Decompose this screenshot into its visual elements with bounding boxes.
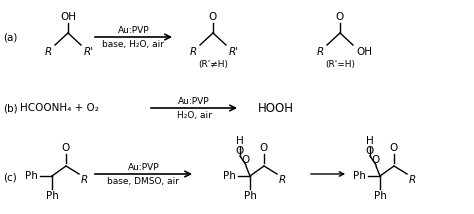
Text: Ph: Ph	[374, 191, 386, 201]
Text: base, DMSO, air: base, DMSO, air	[108, 177, 180, 186]
Text: O: O	[242, 155, 250, 165]
Text: O: O	[236, 146, 244, 156]
Text: R: R	[45, 47, 52, 57]
Text: R: R	[81, 175, 88, 185]
Text: O: O	[260, 143, 268, 153]
Text: O: O	[62, 143, 70, 153]
Text: Ph: Ph	[223, 171, 236, 181]
Text: O: O	[390, 143, 398, 153]
Text: R: R	[190, 47, 197, 57]
Text: (b): (b)	[3, 103, 18, 113]
Text: Au:PVP: Au:PVP	[128, 163, 159, 172]
Text: R': R'	[84, 47, 94, 57]
Text: H: H	[236, 136, 244, 146]
Text: (a): (a)	[3, 32, 18, 42]
Text: HOOH: HOOH	[258, 101, 294, 114]
Text: Ph: Ph	[353, 171, 366, 181]
Text: R: R	[317, 47, 324, 57]
Text: H: H	[366, 136, 374, 146]
Text: OH: OH	[60, 12, 76, 22]
Text: O: O	[209, 12, 217, 22]
Text: (R'=H): (R'=H)	[325, 60, 355, 69]
Text: O: O	[366, 146, 374, 156]
Text: H₂O, air: H₂O, air	[176, 111, 211, 120]
Text: Ph: Ph	[25, 171, 38, 181]
Text: base, H₂O, air: base, H₂O, air	[102, 40, 164, 49]
Text: (c): (c)	[3, 173, 17, 183]
Text: Ph: Ph	[46, 191, 58, 201]
Text: O: O	[336, 12, 344, 22]
Text: R: R	[279, 175, 286, 185]
Text: Au:PVP: Au:PVP	[178, 97, 210, 106]
Text: Au:PVP: Au:PVP	[118, 26, 149, 35]
Text: Ph: Ph	[244, 191, 256, 201]
Text: R': R'	[229, 47, 239, 57]
Text: O: O	[372, 155, 380, 165]
Text: (R'≠H): (R'≠H)	[198, 60, 228, 69]
Text: R: R	[409, 175, 416, 185]
Text: OH: OH	[356, 47, 372, 57]
Text: HCOONH₄ + O₂: HCOONH₄ + O₂	[20, 103, 99, 113]
